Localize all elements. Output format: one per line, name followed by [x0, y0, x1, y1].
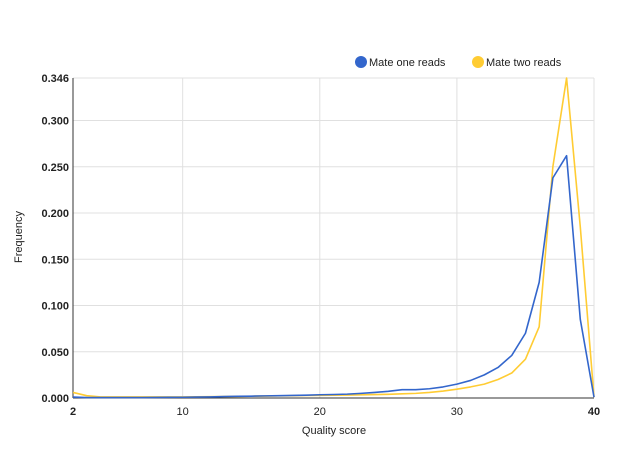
y-tick-label: 0.100	[41, 301, 69, 313]
series-lines	[72, 77, 595, 399]
grid	[73, 77, 595, 398]
x-axis-ticks: 2 10 20 30 40	[70, 406, 600, 418]
legend-marker	[472, 56, 484, 68]
y-tick-label: 0.050	[41, 347, 69, 359]
legend-label: Mate two reads	[486, 57, 562, 69]
y-tick-label: 0.346	[41, 73, 69, 85]
x-axis-title: Quality score	[302, 425, 366, 437]
legend-label: Mate one reads	[369, 57, 446, 69]
y-tick-label: 0.200	[41, 208, 69, 220]
y-tick-label: 0.000	[41, 393, 69, 405]
x-tick-label: 2	[70, 406, 76, 418]
y-tick-label: 0.250	[41, 162, 69, 174]
y-axis-ticks: 0.000 0.050 0.100 0.150 0.200 0.250 0.300 0.346	[41, 73, 69, 405]
x-tick-label: 30	[451, 406, 463, 418]
y-tick-label: 0.150	[41, 254, 69, 266]
y-axis-title: Frequency	[13, 211, 25, 263]
series-line-mate-one	[72, 154, 595, 399]
x-tick-label: 10	[177, 406, 189, 418]
legend: Mate one reads Mate two reads	[355, 56, 562, 69]
legend-marker	[355, 56, 367, 68]
x-tick-label: 20	[314, 406, 326, 418]
x-tick-label: 40	[588, 406, 600, 418]
y-tick-label: 0.300	[41, 116, 69, 128]
